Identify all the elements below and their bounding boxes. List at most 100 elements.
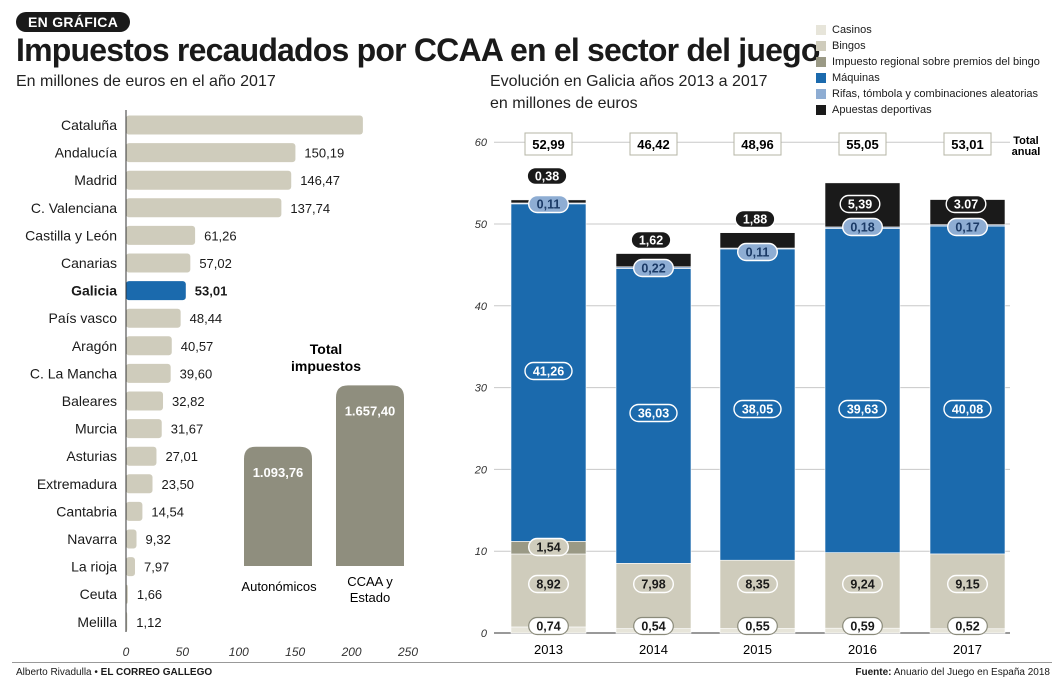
- legend-item: Impuesto regional sobre premios del bing…: [816, 54, 1040, 70]
- totals-value-label: 1.093,76: [253, 465, 304, 480]
- series-label: 9,15: [955, 578, 979, 592]
- right-subtitle-line-1: Evolución en Galicia años 2013 a 2017: [490, 73, 768, 90]
- category-label: Baleares: [62, 393, 117, 409]
- legend-label: Impuesto regional sobre premios del bing…: [832, 56, 1040, 68]
- series-label: 0,18: [850, 221, 874, 235]
- total-label-box: [838, 132, 887, 156]
- value-label: 27,01: [165, 449, 198, 464]
- category-label: País vasco: [49, 310, 118, 326]
- series-label-pill: [524, 361, 573, 381]
- footer-author: Alberto Rivadulla: [16, 667, 92, 678]
- x-tick-label: 200: [341, 645, 362, 659]
- legend-swatch: [816, 89, 826, 99]
- series-label-pill: [842, 217, 884, 237]
- value-label: 9,32: [146, 532, 171, 547]
- totals-value-label: 1.657,40: [345, 403, 396, 418]
- legend-label: Rifas, tómbola y combinaciones aleatoria…: [832, 88, 1039, 100]
- bar: [126, 529, 137, 549]
- value-label: 31,67: [171, 422, 204, 437]
- bar: [126, 198, 282, 218]
- series-label-pill: [528, 194, 570, 214]
- x-tick-label: 2016: [848, 642, 877, 657]
- series-label-pill: [737, 574, 779, 594]
- total-label: 53,01: [951, 137, 984, 152]
- value-label: 39,60: [180, 366, 213, 381]
- totals-caption: anual: [1012, 146, 1041, 158]
- bar: [126, 336, 172, 356]
- series-label-pill: [630, 230, 672, 250]
- value-label: 137,74: [290, 201, 330, 216]
- x-tick-label: 50: [176, 645, 190, 659]
- total-label: 52,99: [532, 137, 565, 152]
- series-label-pill: [734, 209, 776, 229]
- value-label: 14,54: [151, 504, 184, 519]
- legend-swatch: [816, 73, 826, 83]
- series-label: 0,11: [537, 198, 561, 212]
- legend-label: Casinos: [832, 24, 872, 36]
- value-label: 7,97: [144, 560, 169, 575]
- total-label-box: [524, 132, 573, 156]
- x-tick-label: 0: [123, 645, 130, 659]
- series-label: 40,08: [952, 403, 983, 417]
- page-title: Impuestos recaudados por CCAA en el sect…: [16, 32, 820, 68]
- category-label: Navarra: [67, 531, 117, 547]
- category-label: Cantabria: [56, 503, 117, 519]
- series-label-pill: [633, 574, 675, 594]
- footer-outlet: EL CORREO GALLEGO: [100, 667, 213, 678]
- series-label-pill: [947, 616, 988, 636]
- bar: [126, 253, 191, 273]
- series-label: 0,55: [745, 620, 769, 634]
- footer-credit: Alberto Rivadulla • EL CORREO GALLEGO: [16, 667, 213, 678]
- legend-label: Máquinas: [832, 72, 880, 84]
- series-label-pill: [633, 258, 675, 278]
- series-label: 7,98: [641, 578, 665, 592]
- total-label-box: [733, 132, 782, 156]
- left-subtitle: En millones de euros en el año 2017: [16, 73, 276, 90]
- total-label: 48,96: [741, 137, 774, 152]
- footer-source: Fuente: Anuario del Juego en España 2018: [855, 667, 1050, 678]
- y-tick-label: 60: [475, 137, 488, 149]
- y-tick-label: 0: [481, 628, 488, 640]
- series-label: 0,74: [536, 620, 560, 634]
- y-tick-label: 20: [474, 464, 488, 476]
- legend-label: Apuestas deportivas: [832, 104, 932, 116]
- series-label: 0,22: [641, 262, 665, 276]
- legend: Casinos Bingos Impuesto regional sobre pre…: [816, 22, 1040, 118]
- totals-category-label: Autonómicos: [241, 579, 317, 594]
- series-label: 9,24: [850, 578, 874, 592]
- y-tick-label: 50: [475, 219, 488, 231]
- value-label: 1,66: [137, 587, 162, 602]
- value-label: 146,47: [300, 173, 340, 188]
- series-label-pill: [737, 242, 779, 262]
- bar: [126, 143, 296, 163]
- legend-item: Máquinas: [816, 70, 1040, 86]
- series-label-pill: [526, 166, 568, 186]
- series-label: 8,35: [745, 578, 769, 592]
- x-tick-label: 2017: [953, 642, 982, 657]
- x-tick-label: 250: [397, 645, 418, 659]
- legend-item: Casinos: [816, 22, 1040, 38]
- series-label: 41,26: [533, 365, 564, 379]
- series-label: 0,52: [955, 620, 979, 634]
- bar: [126, 363, 171, 383]
- x-tick-label: 100: [229, 645, 249, 659]
- x-tick-label: 2013: [534, 642, 563, 657]
- bar: [126, 308, 181, 328]
- value-label: 32,82: [172, 394, 205, 409]
- section-badge: EN GRÁFICA: [16, 12, 131, 32]
- series-label-pill: [528, 537, 570, 557]
- series-label-pill: [947, 574, 989, 594]
- series-label: 36,03: [638, 407, 669, 421]
- totals-caption: Total: [1013, 135, 1038, 147]
- x-tick-label: 2015: [743, 642, 772, 657]
- value-label: 48,44: [190, 311, 223, 326]
- footer-source-text: Anuario del Juego en España 2018: [893, 667, 1050, 678]
- value-label: 23,50: [162, 477, 195, 492]
- category-label: Murcia: [75, 421, 117, 437]
- y-tick-label: 30: [475, 383, 488, 395]
- totals-bar: [244, 446, 312, 566]
- series-label-pill: [633, 616, 674, 636]
- totals-bar: [336, 385, 404, 566]
- category-label: Asturias: [66, 448, 117, 464]
